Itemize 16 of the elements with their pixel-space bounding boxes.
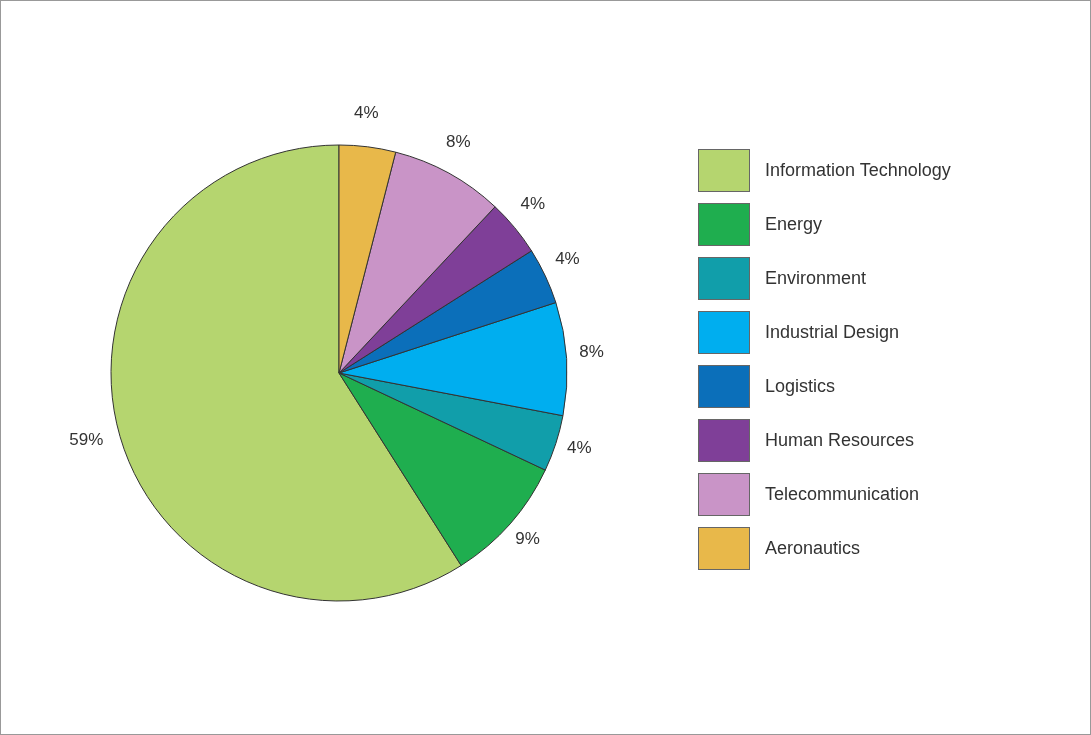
data-label: 4% (354, 102, 379, 122)
legend-label: Telecommunication (765, 483, 920, 505)
legend-label: Logistics (765, 375, 836, 397)
data-label: 4% (520, 194, 546, 214)
legend-label: Industrial Design (765, 321, 900, 343)
data-label: 9% (515, 529, 540, 549)
data-label: 8% (579, 342, 604, 362)
legend-label: Information Technology (765, 159, 951, 181)
legend-label: Environment (765, 267, 867, 289)
legend-label: Aeronautics (765, 537, 861, 559)
data-label: 8% (446, 132, 471, 152)
data-label: 4% (555, 248, 580, 268)
data-label: 59% (69, 430, 104, 450)
legend-label: Energy (765, 213, 823, 235)
legend-label: Human Resources (765, 429, 915, 451)
data-label: 4% (567, 438, 592, 458)
